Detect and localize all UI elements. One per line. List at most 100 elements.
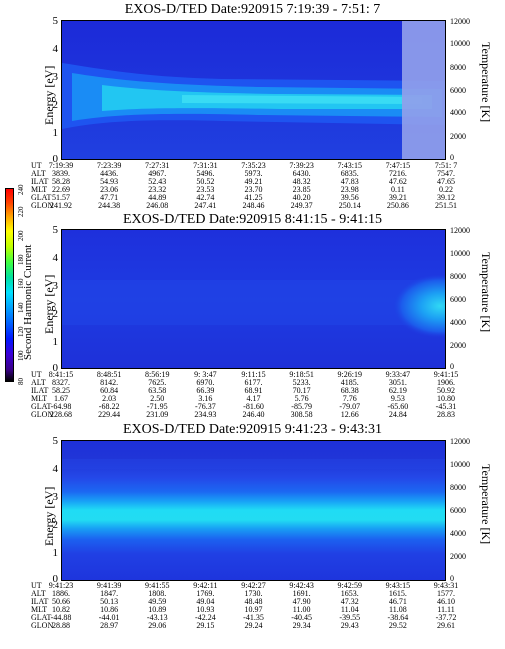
orbit-cell: 48.48 (244, 597, 263, 606)
panel1-temp-tick: 8000 (450, 63, 466, 72)
orbit-cell: 10.86 (100, 605, 119, 614)
panel3-heatmap-svg (62, 441, 445, 580)
panel2-enhancement (392, 274, 445, 338)
orbit-cell: 7:19:39 (48, 161, 74, 170)
orbit-cell: 0.22 (439, 185, 453, 194)
orbit-cell: 4.17 (246, 394, 261, 403)
orbit-cell: 9:33:47 (385, 370, 411, 379)
orbit-cell: 9:42:59 (337, 581, 362, 590)
panel2-rlabel: Temperature [K] (479, 252, 493, 333)
orbit-cell: 9:42:43 (289, 581, 314, 590)
panel3-temp-tick: 12000 (450, 437, 470, 446)
panel2-orbit-table: UT 8:41:15 8:48:51 8:56:19 9: 3:47 9:11:15 9:1… (0, 371, 505, 431)
orbit-cell: 23.70 (244, 185, 263, 194)
orbit-cell: 28.83 (437, 410, 455, 419)
orbit-cell: 7547. (437, 169, 455, 178)
orbit-cell: -85.79 (291, 402, 312, 411)
orbit-cell: 29.24 (244, 621, 263, 630)
orbit-row-label: ILAT (31, 177, 49, 186)
orbit-cell: 11.00 (292, 605, 311, 614)
colorbar-tick: 80 (17, 378, 25, 385)
orbit-cell: 29.61 (437, 621, 455, 630)
orbit-cell: 8142. (100, 378, 119, 387)
orbit-cell: 58.25 (52, 386, 70, 395)
orbit-cell: -81.60 (243, 402, 264, 411)
orbit-cell: 249.37 (290, 201, 313, 210)
orbit-cell: 1691. (292, 589, 311, 598)
orbit-cell: 9:42:27 (241, 581, 266, 590)
orbit-cell: 23.85 (292, 185, 311, 194)
orbit-cell: 39.12 (437, 193, 455, 202)
orbit-cell: -71.95 (146, 402, 168, 411)
colorbar-tick: 240 (17, 184, 25, 196)
orbit-cell: 1730. (244, 589, 263, 598)
panel3-upper-band (62, 459, 445, 469)
orbit-cell: 1.67 (54, 394, 68, 403)
orbit-cell: 11.04 (340, 605, 359, 614)
panel2-temp-tick: 2000 (450, 341, 466, 350)
panel1-band-center (182, 95, 422, 104)
orbit-cell: 50.13 (100, 597, 119, 606)
orbit-cell: 60.84 (100, 386, 119, 395)
orbit-cell: 52.43 (148, 177, 167, 186)
orbit-cell: 22.69 (52, 185, 70, 194)
orbit-row-label: MLT (31, 185, 48, 194)
orbit-cell: 23.53 (196, 185, 215, 194)
orbit-cell: -37.72 (435, 613, 457, 622)
orbit-cell: 9.53 (390, 394, 405, 403)
orbit-cell: 70.17 (292, 386, 311, 395)
orbit-row-label: GLAT (31, 613, 52, 622)
orbit-cell: 1847. (100, 589, 119, 598)
orbit-cell: 244.38 (98, 201, 121, 210)
orbit-row-label: GLAT (31, 402, 52, 411)
panel2-energy-tick: 1 (52, 336, 59, 348)
panel1-orbit-table: UT 7:19:39 7:23:39 7:27:31 7:31:31 7:35:23 7:3… (0, 162, 505, 222)
panel3-spectrogram (61, 440, 446, 581)
orbit-cell: 62.19 (388, 386, 407, 395)
orbit-cell: 28.97 (100, 621, 119, 630)
orbit-cell: 10.93 (196, 605, 215, 614)
orbit-row-label: GLON (31, 201, 54, 210)
orbit-row-label: GLAT (31, 193, 52, 202)
orbit-cell: 8:56:19 (145, 370, 170, 379)
panel2-title: EXOS-D/TED Date:920915 8:41:15 - 9:41:15 (123, 212, 382, 227)
orbit-row-label: ILAT (31, 597, 49, 606)
orbit-cell: 7:43:15 (337, 161, 362, 170)
panel3-energy-tick: 5 (52, 435, 59, 447)
orbit-cell: -76.37 (195, 402, 216, 411)
orbit-cell: 5.76 (294, 394, 309, 403)
panel1-energy-tick: 1 (52, 127, 59, 139)
panel2-temp-tick: 12000 (450, 226, 470, 235)
panel1-temp-tick: 12000 (450, 17, 470, 26)
orbit-cell: -64.98 (50, 402, 72, 411)
orbit-cell: 63.58 (148, 386, 167, 395)
panel1-title: EXOS-D/TED Date:920915 7:19:39 - 7:51: 7 (124, 2, 381, 17)
panel2-temp-tick: 6000 (450, 295, 466, 304)
orbit-cell: -44.88 (50, 613, 72, 622)
orbit-row-label: UT (31, 370, 42, 379)
orbit-cell: 234.93 (194, 410, 217, 419)
panel1-energy-tick: 5 (52, 15, 59, 27)
orbit-cell: 49.04 (196, 597, 215, 606)
orbit-cell: 9:41:23 (48, 581, 74, 590)
orbit-cell: 28.88 (52, 621, 70, 630)
orbit-cell: 49.59 (148, 597, 167, 606)
orbit-cell: 9:41:55 (145, 581, 170, 590)
orbit-cell: 47.90 (292, 597, 311, 606)
colorbar (5, 188, 14, 382)
orbit-cell: 7216. (388, 169, 407, 178)
panel2-midband (62, 280, 445, 325)
panel1-temp-tick: 6000 (450, 86, 466, 95)
orbit-cell: 10.80 (437, 394, 455, 403)
orbit-cell: 68.38 (340, 386, 359, 395)
orbit-cell: 47.83 (340, 177, 359, 186)
orbit-cell: 246.08 (146, 201, 169, 210)
orbit-cell: 50.52 (196, 177, 215, 186)
panel3-title: EXOS-D/TED Date:920915 9:41:23 - 9:43:31 (123, 422, 382, 437)
panel1-energy-tick: 3 (52, 71, 59, 83)
orbit-cell: 1769. (196, 589, 215, 598)
panel1-energy-tick: 0 (52, 153, 59, 165)
panel1-rlabel: Temperature [K] (479, 42, 493, 123)
orbit-row-label: ALT (31, 589, 46, 598)
orbit-cell: 66.39 (196, 386, 215, 395)
